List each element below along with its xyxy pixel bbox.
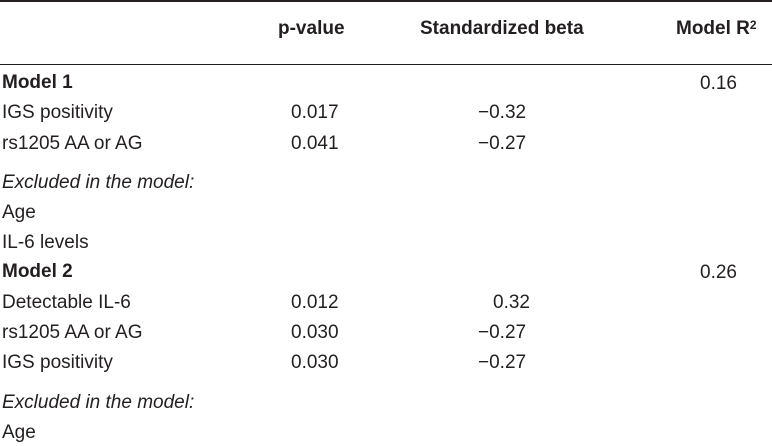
header-standardized-beta: Standardized beta xyxy=(420,18,584,39)
row-label-model-1: Model 1 xyxy=(2,72,73,93)
cell-r2-model-2: 0.26 xyxy=(700,262,737,283)
cell-beta: −0.27 xyxy=(478,133,527,154)
cell-beta: 0.32 xyxy=(493,292,530,313)
header-model-r2: Model R2 xyxy=(676,18,757,40)
top-rule xyxy=(0,0,772,2)
row-label: Detectable IL-6 xyxy=(2,292,131,313)
row-label: IGS positivity xyxy=(2,352,113,373)
excluded-label-model-2: Excluded in the model: xyxy=(2,392,195,413)
cell-p-value: 0.012 xyxy=(291,292,339,313)
cell-beta: −0.27 xyxy=(478,322,527,343)
cell-p-value: 0.017 xyxy=(291,102,339,123)
cell-p-value: 0.041 xyxy=(291,133,339,154)
row-label: rs1205 AA or AG xyxy=(2,133,143,154)
header-p-value: p-value xyxy=(278,18,345,39)
row-label: Age xyxy=(2,422,36,443)
row-label: IGS positivity xyxy=(2,102,113,123)
row-label-model-2: Model 2 xyxy=(2,261,73,282)
header-rule xyxy=(0,64,772,65)
row-label: IL-6 levels xyxy=(2,232,89,253)
cell-beta: −0.32 xyxy=(478,102,527,123)
row-label: Age xyxy=(2,202,36,223)
cell-beta: −0.27 xyxy=(478,352,527,373)
row-label: rs1205 AA or AG xyxy=(2,322,143,343)
cell-p-value: 0.030 xyxy=(291,322,339,343)
header-model-r2-text: Model R xyxy=(676,18,750,39)
header-model-r2-superscript: 2 xyxy=(749,18,757,32)
excluded-label-model-1: Excluded in the model: xyxy=(2,172,195,193)
cell-p-value: 0.030 xyxy=(291,352,339,373)
cell-r2-model-1: 0.16 xyxy=(700,73,737,94)
